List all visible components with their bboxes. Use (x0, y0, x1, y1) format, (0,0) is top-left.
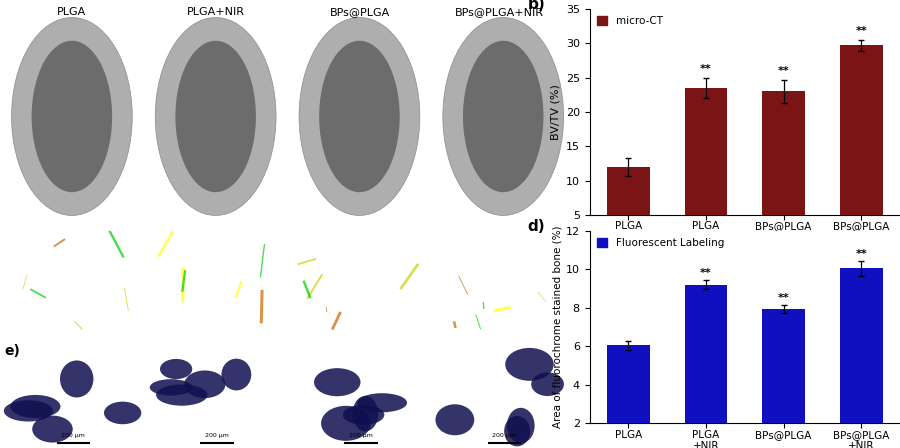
Text: 200 μm: 200 μm (377, 322, 401, 327)
Bar (840, 268, 883, 448)
Ellipse shape (176, 41, 256, 192)
Text: d): d) (527, 219, 545, 234)
Bar (685, 88, 727, 250)
Ellipse shape (343, 405, 384, 425)
Ellipse shape (443, 17, 563, 215)
Ellipse shape (357, 393, 407, 412)
Text: 200 μm: 200 μm (492, 433, 517, 438)
Text: **: ** (700, 268, 712, 279)
Text: BPs@PLGA: BPs@PLGA (330, 7, 390, 17)
Ellipse shape (436, 404, 474, 435)
Bar (607, 167, 650, 250)
Ellipse shape (531, 372, 564, 396)
Y-axis label: BV/TV (%): BV/TV (%) (550, 84, 560, 140)
Bar (762, 309, 805, 448)
Text: BPs@PLGA+NIR: BPs@PLGA+NIR (455, 7, 544, 17)
Text: 200 μm: 200 μm (234, 322, 257, 327)
Ellipse shape (156, 384, 208, 406)
Y-axis label: Area of fluorochrome stained bone (%): Area of fluorochrome stained bone (%) (553, 226, 562, 428)
Text: **: ** (700, 64, 712, 74)
Ellipse shape (184, 370, 226, 398)
Ellipse shape (32, 416, 73, 443)
Text: 200 μm: 200 μm (521, 322, 545, 327)
Text: 200 μm: 200 μm (348, 433, 373, 438)
Text: PLGA: PLGA (58, 7, 86, 17)
Bar (607, 345, 650, 448)
Text: **: ** (855, 26, 867, 36)
Ellipse shape (314, 368, 361, 396)
Text: b): b) (527, 0, 545, 12)
Text: **: ** (778, 65, 789, 76)
Ellipse shape (104, 401, 141, 424)
Ellipse shape (321, 406, 371, 441)
Ellipse shape (12, 17, 132, 215)
Bar (840, 45, 883, 250)
Ellipse shape (221, 359, 251, 391)
Bar (762, 91, 805, 250)
Text: e): e) (4, 344, 20, 358)
Text: **: ** (778, 293, 789, 302)
Ellipse shape (504, 416, 530, 446)
Text: a): a) (4, 7, 20, 21)
Text: 200 μm: 200 μm (90, 322, 113, 327)
Ellipse shape (60, 361, 94, 397)
Text: **: ** (855, 249, 867, 259)
Ellipse shape (320, 41, 400, 192)
Ellipse shape (507, 408, 535, 443)
Ellipse shape (160, 359, 193, 379)
Ellipse shape (505, 348, 554, 381)
Ellipse shape (156, 17, 276, 215)
Ellipse shape (11, 395, 60, 418)
Bar (685, 284, 727, 448)
Ellipse shape (32, 41, 112, 192)
Text: 200 μm: 200 μm (205, 433, 229, 438)
Ellipse shape (299, 17, 419, 215)
Legend: Fluorescent Labeling: Fluorescent Labeling (595, 236, 726, 250)
Text: PLGA+NIR: PLGA+NIR (187, 7, 245, 17)
Text: 200 μm: 200 μm (61, 433, 85, 438)
Legend: micro-CT: micro-CT (595, 14, 664, 28)
Ellipse shape (149, 379, 193, 396)
Ellipse shape (463, 41, 544, 192)
Ellipse shape (353, 396, 378, 431)
Ellipse shape (4, 400, 53, 422)
Text: c): c) (4, 234, 19, 248)
